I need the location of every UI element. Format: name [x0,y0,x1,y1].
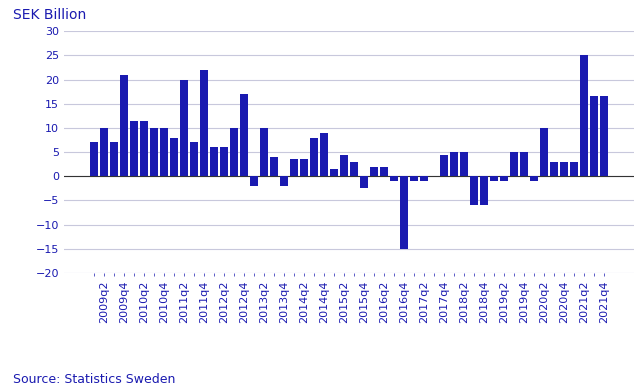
Bar [490,176,498,181]
Bar [600,96,608,176]
Bar [440,154,448,176]
Bar [290,160,298,176]
Text: SEK Billion: SEK Billion [13,7,86,21]
Bar [250,176,258,186]
Bar [480,176,488,205]
Bar [380,167,388,176]
Text: Source: Statistics Sweden: Source: Statistics Sweden [13,373,175,386]
Bar [260,128,268,176]
Bar [560,162,568,176]
Bar [340,154,348,176]
Bar [100,128,108,176]
Bar [310,138,318,176]
Bar [300,160,308,176]
Bar [540,128,548,176]
Bar [280,176,288,186]
Bar [370,167,378,176]
Bar [320,133,328,176]
Bar [390,176,398,181]
Bar [460,152,468,176]
Bar [470,176,477,205]
Bar [140,121,148,176]
Bar [190,142,198,176]
Bar [130,121,138,176]
Bar [180,80,188,176]
Bar [350,162,358,176]
Bar [530,176,538,181]
Bar [90,142,98,176]
Bar [580,55,588,176]
Bar [110,142,118,176]
Bar [150,128,158,176]
Bar [520,152,528,176]
Bar [220,147,228,176]
Bar [200,70,208,176]
Bar [570,162,578,176]
Bar [120,75,128,176]
Bar [160,128,168,176]
Bar [509,152,518,176]
Bar [420,176,428,181]
Bar [589,96,598,176]
Bar [450,152,458,176]
Bar [270,157,278,176]
Bar [400,176,408,249]
Bar [230,128,238,176]
Bar [330,169,338,176]
Bar [410,176,418,181]
Bar [550,162,557,176]
Bar [240,94,248,176]
Bar [170,138,178,176]
Bar [360,176,368,188]
Bar [210,147,218,176]
Bar [500,176,508,181]
